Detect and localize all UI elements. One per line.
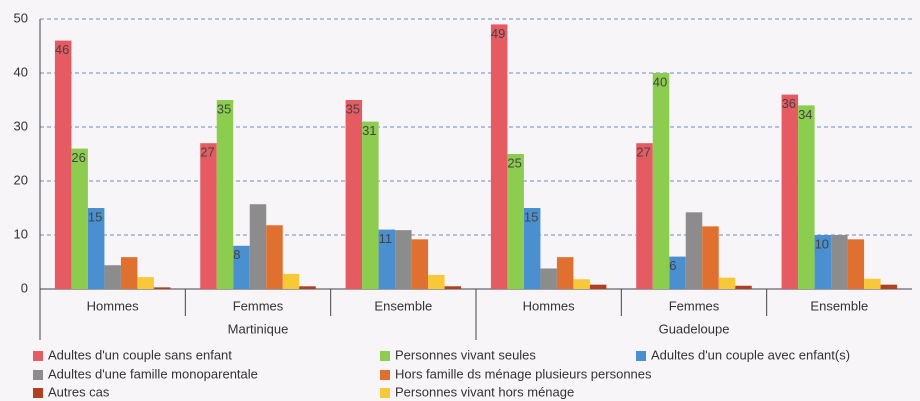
data-label: 27 <box>636 145 650 160</box>
bar <box>652 73 670 289</box>
data-label: 31 <box>362 123 376 138</box>
bar <box>685 212 703 289</box>
group-label: Martinique <box>228 321 289 336</box>
bar <box>395 230 412 289</box>
legend-label: Autres cas <box>48 384 110 399</box>
bar <box>490 24 508 290</box>
legend-swatch <box>33 351 43 361</box>
bar <box>216 100 234 289</box>
legend-label: Adultes d'un couple avec enfant(s) <box>651 347 850 362</box>
data-label: 25 <box>507 155 521 170</box>
data-label: 26 <box>71 150 85 165</box>
bar <box>636 143 653 289</box>
x-tick-label: Ensemble <box>810 298 868 313</box>
data-label: 10 <box>815 236 829 251</box>
bar <box>87 208 105 289</box>
bar <box>798 105 815 290</box>
data-label: 35 <box>217 101 231 116</box>
bar <box>880 284 898 289</box>
bar <box>120 257 138 289</box>
data-label: 15 <box>524 209 538 224</box>
legend-swatch <box>380 351 390 361</box>
legend-label: Personnes vivant hors ménage <box>395 384 574 399</box>
data-label: 49 <box>491 26 505 41</box>
legend-label: Personnes vivant seules <box>395 347 536 362</box>
data-label: 35 <box>346 101 360 116</box>
bar <box>718 277 736 289</box>
bar <box>556 257 574 289</box>
x-tick-label: Hommes <box>87 298 140 313</box>
legend-swatch <box>380 370 390 380</box>
y-tick-label: 50 <box>14 10 28 25</box>
data-label: 40 <box>653 74 667 89</box>
y-tick-label: 10 <box>14 226 28 241</box>
bar <box>864 278 881 289</box>
legend-swatch <box>33 370 43 380</box>
y-tick-label: 30 <box>14 118 28 133</box>
data-label: 8 <box>233 247 240 262</box>
bar <box>249 204 267 289</box>
x-tick-label: Femmes <box>233 298 284 313</box>
data-label: 6 <box>669 258 676 273</box>
bar <box>54 40 72 289</box>
bar <box>831 235 848 289</box>
legend-label: Hors famille ds ménage plusieurs personn… <box>395 366 652 381</box>
bar <box>444 286 462 289</box>
legend-label: Adultes d'une famille monoparentale <box>48 366 258 381</box>
bar <box>378 229 396 289</box>
bar <box>345 100 363 289</box>
bar <box>523 208 541 289</box>
bar <box>702 226 719 289</box>
x-tick-label: Femmes <box>669 298 720 313</box>
legend-label: Adultes d'un couple sans enfant <box>48 347 232 362</box>
bar <box>299 286 316 289</box>
bar <box>137 277 154 289</box>
data-label: 34 <box>798 107 812 122</box>
legend-swatch <box>33 388 43 398</box>
bar <box>233 245 250 289</box>
y-tick-label: 0 <box>21 280 28 295</box>
data-label: 36 <box>782 96 796 111</box>
bar <box>104 265 121 289</box>
bar <box>411 239 429 289</box>
bar <box>282 273 300 289</box>
data-label: 11 <box>379 231 393 246</box>
group-label: Guadeloupe <box>659 321 730 336</box>
bar <box>735 285 752 289</box>
bar <box>153 287 171 289</box>
data-label: 46 <box>55 42 69 57</box>
bar <box>428 274 445 289</box>
bar <box>573 279 590 289</box>
y-tick-label: 20 <box>14 172 28 187</box>
legend-swatch <box>636 351 646 361</box>
bar <box>589 284 607 289</box>
bar <box>781 94 799 289</box>
x-tick-label: Hommes <box>523 298 576 313</box>
bar <box>362 121 379 289</box>
bar <box>266 225 283 289</box>
bar <box>847 239 865 289</box>
bar <box>669 256 686 289</box>
x-tick-label: Ensemble <box>374 298 432 313</box>
bar <box>540 268 557 289</box>
data-label: 15 <box>88 209 102 224</box>
bar <box>507 154 524 289</box>
legend-swatch <box>380 388 390 398</box>
bar <box>200 143 217 289</box>
y-tick-label: 40 <box>14 64 28 79</box>
data-label: 27 <box>200 145 214 160</box>
bar <box>71 148 88 289</box>
bar <box>814 235 832 289</box>
